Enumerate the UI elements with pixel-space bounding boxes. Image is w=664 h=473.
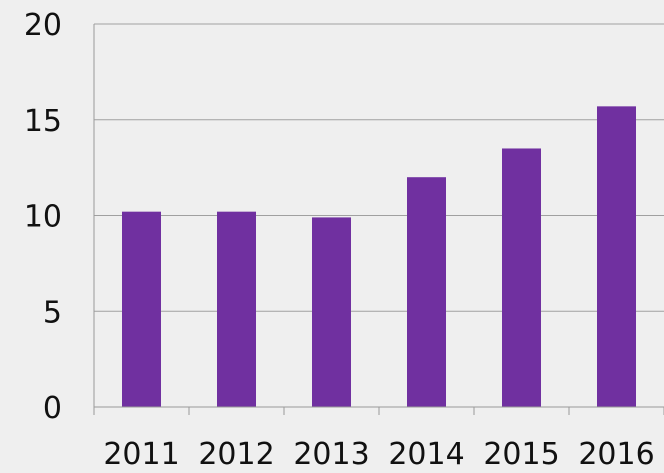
bar	[312, 217, 351, 407]
y-tick-label: 15	[24, 104, 62, 139]
labels-layer: 0 5 10 15 20 2011 2012 2013 2014 2015 2016	[24, 8, 655, 472]
x-category-label: 2015	[483, 437, 559, 472]
x-category-label: 2014	[388, 437, 464, 472]
x-category-label: 2011	[103, 437, 179, 472]
bars-layer	[122, 106, 636, 407]
grid-layer	[94, 23, 664, 312]
x-category-label: 2012	[198, 437, 274, 472]
y-tick-label: 10	[24, 200, 62, 235]
bar	[597, 106, 636, 407]
bar	[217, 211, 256, 407]
axis-layer	[93, 24, 664, 415]
x-category-label: 2016	[578, 437, 654, 472]
y-tick-label: 0	[43, 391, 62, 426]
x-category-label: 2013	[293, 437, 369, 472]
bar	[502, 148, 541, 407]
bar	[122, 211, 161, 407]
bar	[407, 177, 446, 407]
y-tick-label: 20	[24, 8, 62, 43]
y-tick-label: 5	[43, 295, 62, 330]
